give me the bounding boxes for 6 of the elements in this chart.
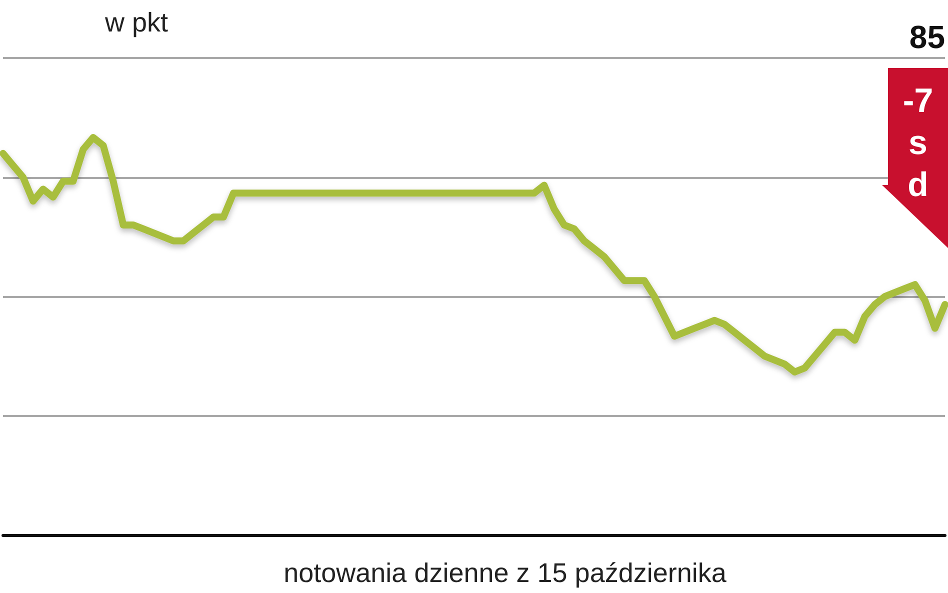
- annotation: d: [908, 166, 928, 204]
- text: 85: [909, 19, 945, 55]
- annotation: s: [908, 124, 928, 162]
- chart-title: w pkt: [104, 8, 169, 38]
- text: notowania dzienne z 15 października: [284, 558, 728, 588]
- text: -7: [902, 82, 934, 120]
